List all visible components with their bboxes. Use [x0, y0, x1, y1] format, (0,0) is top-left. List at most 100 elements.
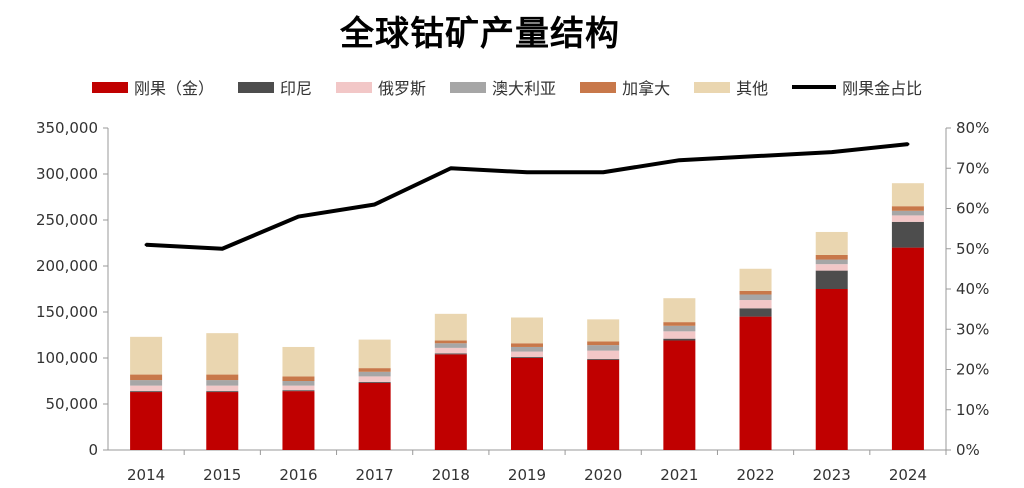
bar-segment	[891, 206, 924, 211]
bar-segment	[130, 392, 163, 450]
y2-tick-label: 60%	[956, 200, 989, 218]
share-line-point	[144, 243, 148, 247]
bar-segment	[206, 380, 239, 386]
bar-segment	[815, 264, 848, 271]
share-line-point	[754, 154, 758, 158]
bar-segment	[434, 347, 467, 354]
share-line-point	[449, 166, 453, 170]
bar-segment	[891, 210, 924, 216]
bar-segment	[282, 391, 315, 450]
bar-segment	[282, 346, 315, 377]
bar-segment	[663, 322, 696, 326]
bar-segment	[434, 354, 467, 450]
legend-label: 印尼	[280, 79, 313, 98]
bar-segment	[358, 382, 391, 450]
legend-line-swatch	[792, 85, 837, 89]
bar-segment	[587, 345, 620, 351]
x-tick-label: 2015	[203, 466, 241, 484]
bar-segment	[434, 340, 467, 344]
bar-segment	[511, 358, 543, 450]
bar-segment	[130, 391, 163, 393]
y2-tick-label: 20%	[956, 361, 989, 379]
bar-segment	[206, 391, 239, 393]
bar-segment	[663, 338, 696, 341]
y-tick-label: 350,000	[36, 119, 98, 137]
bar-segment	[663, 331, 696, 339]
bar-segment	[358, 368, 391, 372]
bar-segment	[739, 268, 772, 291]
bar-segment	[815, 270, 848, 289]
y2-tick-label: 80%	[956, 119, 989, 137]
chart-title: 全球钴矿产量结构	[340, 14, 620, 54]
legend-swatch	[92, 81, 128, 93]
share-line-point	[373, 202, 377, 206]
bar-segment	[282, 385, 315, 391]
share-line-point	[906, 142, 910, 146]
y-tick-label: 150,000	[36, 303, 98, 321]
legend-item: 刚果金占比	[792, 75, 922, 99]
legend-item: 其他	[694, 75, 768, 99]
bar-segment	[511, 357, 543, 358]
legend-swatch	[450, 81, 487, 93]
bar-segment	[358, 339, 391, 369]
bar-segment	[739, 316, 772, 450]
bar-segment	[587, 350, 620, 359]
bar-segment	[206, 385, 239, 392]
legend-swatch	[336, 81, 373, 93]
bar-segment	[815, 254, 848, 260]
legend-label: 澳大利亚	[492, 79, 557, 98]
bar-segment	[587, 319, 620, 342]
x-tick-label: 2019	[508, 466, 546, 484]
bar-segment	[663, 298, 696, 323]
chart-legend: 刚果（金） 印尼 俄罗斯 澳大利亚 加拿大 其他 刚果金占比	[92, 74, 946, 100]
y2-tick-label: 0%	[956, 441, 980, 459]
bar-segment	[434, 353, 467, 355]
legend-swatch	[238, 81, 275, 93]
legend-item: 加拿大	[580, 75, 670, 99]
bar-segment	[891, 247, 924, 450]
share-line-point	[296, 215, 300, 219]
bar-segment	[891, 183, 924, 207]
legend-label: 俄罗斯	[378, 79, 427, 98]
bar-segment	[815, 259, 848, 265]
bar-segment	[739, 290, 772, 295]
bar-segment	[511, 317, 543, 344]
x-tick-label: 2021	[660, 466, 698, 484]
y-tick-label: 50,000	[46, 395, 99, 413]
y-tick-label: 200,000	[36, 257, 98, 275]
share-line-point	[677, 158, 681, 162]
bar-segment	[587, 359, 620, 450]
share-line-point	[220, 247, 224, 251]
legend-label: 加拿大	[622, 79, 671, 98]
bar-segment	[891, 215, 924, 222]
legend-swatch	[580, 81, 617, 93]
bar-segment	[434, 313, 467, 341]
x-tick-label: 2022	[736, 466, 774, 484]
y-tick-label: 250,000	[36, 211, 98, 229]
bar-segment	[206, 392, 239, 450]
bar-segment	[358, 376, 391, 382]
y-tick-label: 0	[88, 441, 98, 459]
x-tick-label: 2014	[127, 466, 165, 484]
legend-item: 澳大利亚	[450, 75, 556, 99]
y2-tick-label: 70%	[956, 159, 989, 177]
legend-item: 俄罗斯	[336, 75, 426, 99]
legend-label: 刚果金占比	[842, 79, 923, 98]
y-tick-label: 300,000	[36, 165, 98, 183]
x-tick-label: 2024	[889, 466, 927, 484]
bar-segment	[663, 340, 696, 450]
bar-segment	[282, 381, 315, 386]
bar-segment	[511, 343, 543, 347]
bar-segment	[891, 221, 924, 248]
x-tick-label: 2016	[279, 466, 317, 484]
share-line	[145, 142, 909, 251]
bar-segment	[587, 341, 620, 346]
bar-segment	[282, 376, 315, 381]
legend-label: 刚果（金）	[134, 79, 215, 98]
share-line-point	[525, 170, 529, 174]
x-tick-label: 2018	[432, 466, 470, 484]
bar-segment	[663, 325, 696, 332]
bar-segment	[282, 390, 315, 392]
